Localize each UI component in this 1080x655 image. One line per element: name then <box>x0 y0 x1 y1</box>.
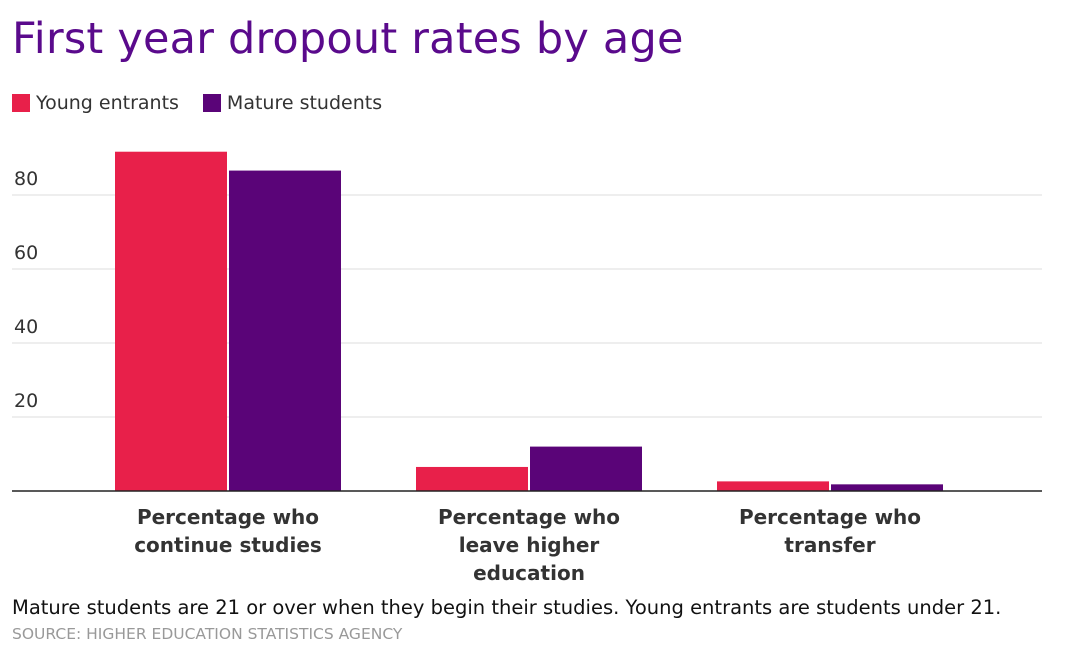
bar-chart: 20 40 60 80 <box>12 151 1042 492</box>
category-label-1: Percentage who leave higher education <box>399 503 659 587</box>
legend-swatch-young <box>12 94 30 112</box>
bar-young-1 <box>416 466 528 491</box>
category-label-0: Percentage who continue studies <box>98 503 358 559</box>
y-tick-label: 20 <box>14 390 38 412</box>
y-tick-label: 40 <box>14 316 38 338</box>
legend-label-young: Young entrants <box>36 92 179 114</box>
bar-mature-2 <box>831 484 943 491</box>
category-label-2: Percentage who transfer <box>700 503 960 559</box>
category-label-line: transfer <box>784 533 876 557</box>
legend: Young entrants Mature students <box>12 92 382 114</box>
bar-mature-0 <box>229 170 341 491</box>
chart-source: SOURCE: HIGHER EDUCATION STATISTICS AGEN… <box>12 625 403 643</box>
chart-title: First year dropout rates by age <box>12 14 684 64</box>
legend-swatch-mature <box>202 94 221 112</box>
chart-note: Mature students are 21 or over when they… <box>12 596 1002 619</box>
legend-item-young: Young entrants <box>12 92 179 114</box>
category-label-line: Percentage who <box>437 505 621 529</box>
bar-young-2 <box>717 481 829 491</box>
category-label-line: continue studies <box>134 533 322 557</box>
category-label-line: education <box>473 561 585 585</box>
bar-mature-1 <box>530 446 642 491</box>
category-label-line: Percentage who <box>136 505 320 529</box>
legend-label-mature: Mature students <box>226 92 383 114</box>
legend-item-mature: Mature students <box>202 92 383 114</box>
y-tick-label: 80 <box>14 168 38 190</box>
y-tick-label: 60 <box>14 242 38 264</box>
bar-young-0 <box>115 151 227 491</box>
category-label-line: Percentage who <box>738 505 922 529</box>
category-label-line: leave higher <box>458 533 600 557</box>
